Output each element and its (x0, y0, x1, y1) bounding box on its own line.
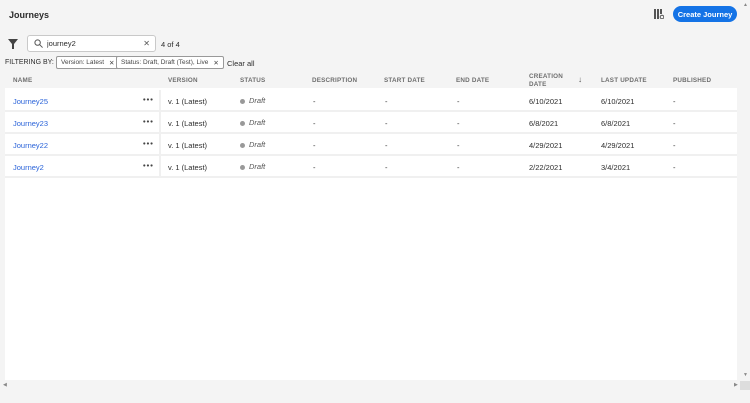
search-input[interactable] (47, 38, 142, 49)
journey-name-link[interactable]: Journey25 (13, 97, 49, 106)
version: v. 1 (Latest) (168, 141, 208, 150)
end-date: - (457, 163, 460, 172)
remove-chip-icon[interactable]: ✕ (109, 59, 115, 67)
status-dot-icon (240, 143, 245, 148)
start-date: - (385, 119, 388, 128)
journey-name-link[interactable]: Journey22 (13, 141, 49, 150)
table-row[interactable]: Journey2 ••• v. 1 (Latest) Draft - - - 2/22/2… (5, 156, 737, 178)
more-actions-icon[interactable]: ••• (143, 161, 154, 170)
status: Draft (249, 140, 266, 149)
status: Draft (249, 118, 266, 127)
start-date: - (385, 141, 388, 150)
journeys-table: Journey25 ••• v. 1 (Latest) Draft - - - 6/10/… (5, 88, 737, 380)
creation-date: 6/8/2021 (529, 119, 559, 128)
filter-icon[interactable] (8, 39, 18, 49)
more-actions-icon[interactable]: ••• (143, 139, 154, 148)
end-date: - (457, 97, 460, 106)
description: - (313, 141, 316, 150)
scrollbar-corner (740, 381, 750, 390)
version: v. 1 (Latest) (168, 97, 208, 106)
end-date: - (457, 141, 460, 150)
last-update: 6/10/2021 (601, 97, 635, 106)
chip-label: Version: Latest (61, 59, 104, 66)
column-header-version[interactable]: VERSION (168, 77, 198, 84)
description: - (313, 119, 316, 128)
published: - (673, 141, 676, 150)
published: - (673, 119, 676, 128)
last-update: 3/4/2021 (601, 163, 631, 172)
status-dot-icon (240, 165, 245, 170)
column-header-creation-date[interactable]: CREATION DATE (529, 73, 564, 88)
clear-all-link[interactable]: Clear all (227, 59, 255, 68)
creation-date: 2/22/2021 (529, 163, 563, 172)
last-update: 4/29/2021 (601, 141, 635, 150)
status-dot-icon (240, 121, 245, 126)
start-date: - (385, 163, 388, 172)
creation-date: 6/10/2021 (529, 97, 563, 106)
table-row[interactable]: Journey22 ••• v. 1 (Latest) Draft - - - 4/29/… (5, 134, 737, 156)
journey-name-link[interactable]: Journey2 (13, 163, 44, 172)
status: Draft (249, 96, 266, 105)
version: v. 1 (Latest) (168, 163, 208, 172)
column-header-published[interactable]: PUBLISHED (673, 77, 712, 84)
journey-name-link[interactable]: Journey23 (13, 119, 49, 128)
column-header-last-update[interactable]: LAST UPDATE (601, 77, 647, 84)
search-field[interactable]: ✕ (27, 35, 156, 52)
column-header-start-date[interactable]: START DATE (384, 77, 425, 84)
page-title: Journeys (9, 10, 50, 20)
end-date: - (457, 119, 460, 128)
remove-chip-icon[interactable]: ✕ (213, 59, 219, 67)
horizontal-scrollbar[interactable]: ◀ ▶ (0, 381, 740, 390)
sort-descending-icon[interactable]: ↓ (578, 75, 582, 84)
column-header-name[interactable]: NAME (13, 77, 33, 84)
last-update: 6/8/2021 (601, 119, 631, 128)
create-journey-button[interactable]: Create Journey (673, 6, 737, 22)
creation-date: 4/29/2021 (529, 141, 563, 150)
clear-search-icon[interactable]: ✕ (143, 39, 150, 48)
more-actions-icon[interactable]: ••• (143, 95, 154, 104)
table-row[interactable]: Journey23 ••• v. 1 (Latest) Draft - - - 6/8/2… (5, 112, 737, 134)
description: - (313, 97, 316, 106)
status: Draft (249, 162, 266, 171)
filtering-by-label: FILTERING BY: (5, 59, 54, 66)
column-header-status[interactable]: STATUS (240, 77, 266, 84)
more-actions-icon[interactable]: ••• (143, 117, 154, 126)
published: - (673, 163, 676, 172)
published: - (673, 97, 676, 106)
vertical-scrollbar[interactable]: ▲ ▼ (740, 0, 750, 380)
column-settings-icon[interactable] (654, 9, 664, 19)
chip-label: Status: Draft, Draft (Test), Live (121, 59, 209, 66)
status-dot-icon (240, 99, 245, 104)
start-date: - (385, 97, 388, 106)
search-icon (34, 39, 43, 48)
description: - (313, 163, 316, 172)
filter-chip-status[interactable]: Status: Draft, Draft (Test), Live ✕ (116, 56, 224, 69)
column-header-description[interactable]: DESCRIPTION (312, 77, 358, 84)
result-count: 4 of 4 (161, 40, 180, 49)
version: v. 1 (Latest) (168, 119, 208, 128)
column-header-end-date[interactable]: END DATE (456, 77, 490, 84)
table-row[interactable]: Journey25 ••• v. 1 (Latest) Draft - - - 6/10/… (5, 90, 737, 112)
filter-chip-version[interactable]: Version: Latest ✕ (56, 56, 120, 69)
